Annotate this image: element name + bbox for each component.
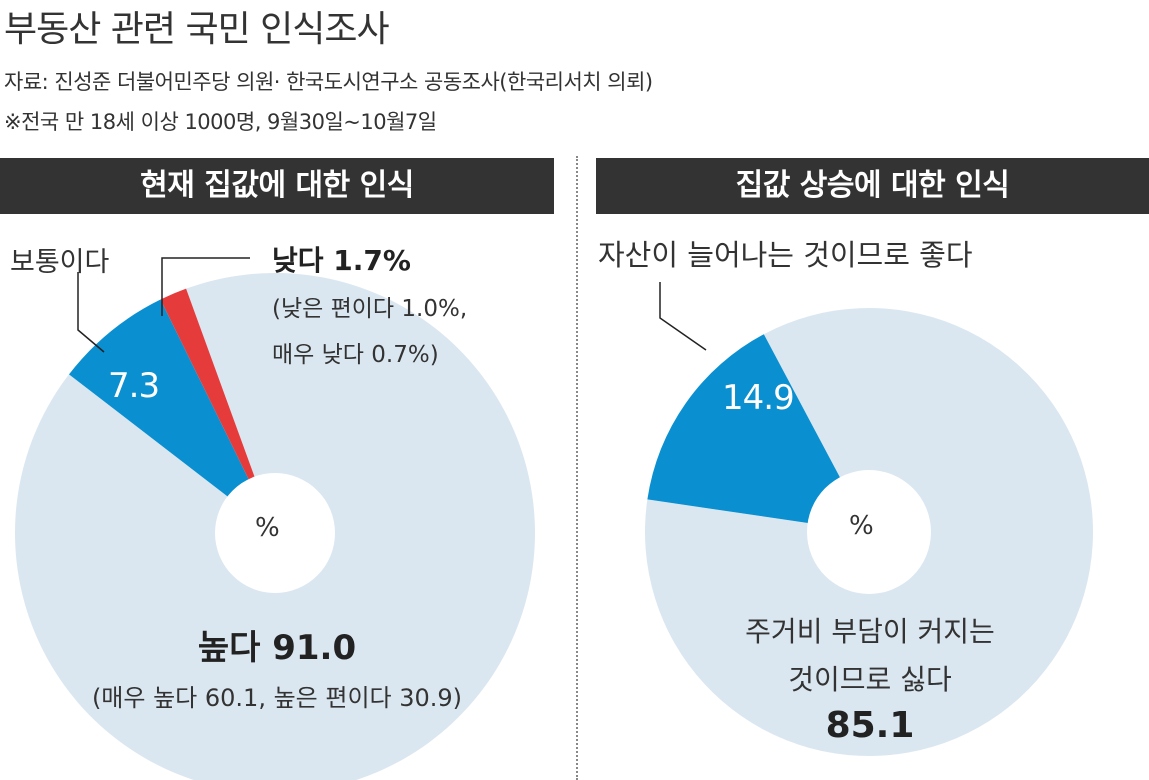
right-slice-1 [647, 334, 869, 532]
value-bad: 85.1 [825, 705, 915, 746]
label-normal: 보통이다 [10, 247, 110, 278]
label-high: 높다 91.0 [197, 628, 357, 668]
right-center-unit: % [849, 511, 874, 541]
right-panel-header: 집값 상승에 대한 인식 [596, 158, 1149, 214]
left-center-unit: % [255, 513, 280, 543]
page-title: 부동산 관련 국민 인식조사 [4, 9, 390, 50]
source-text: 자료: 진성준 더불어민주당 의원· 한국도시연구소 공동조사(한국리서치 의뢰… [4, 70, 653, 94]
leader-line-good [659, 282, 707, 351]
left-panel-header: 현재 집값에 대한 인식 [0, 158, 554, 214]
value-normal: 7.3 [108, 366, 160, 406]
left-slice-2 [160, 288, 275, 533]
label-low-sub2: 매우 낮다 0.7%) [272, 342, 439, 368]
value-good: 14.9 [722, 378, 795, 418]
label-high-sub: (매우 높다 60.1, 높은 편이다 30.9) [91, 684, 463, 712]
label-bad-line1: 주거비 부담이 커지는 [745, 615, 995, 648]
right-donut-hole [807, 470, 931, 594]
label-bad-line2: 것이므로 싫다 [788, 663, 952, 696]
panel-divider [576, 156, 578, 780]
left-donut-hole [215, 473, 335, 593]
label-good: 자산이 늘어나는 것이므로 좋다 [598, 238, 973, 272]
leader-line-low [161, 257, 250, 316]
left-slice-1 [69, 299, 275, 533]
label-low: 낮다 1.7% [272, 244, 411, 277]
leader-line-normal [77, 272, 105, 353]
label-low-sub1: (낮은 편이다 1.0%, [272, 296, 468, 322]
survey-note: ※전국 만 18세 이상 1000명, 9월30일~10월7일 [4, 110, 437, 134]
